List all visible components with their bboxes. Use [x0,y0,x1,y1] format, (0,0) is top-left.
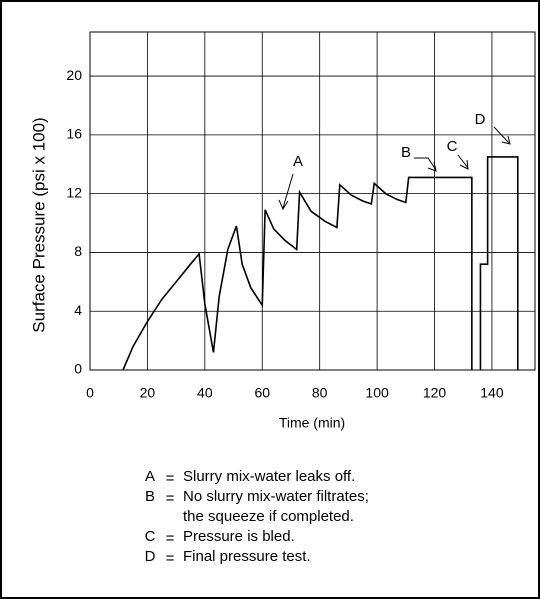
x-tick-label: 20 [140,385,156,401]
x-tick-label: 140 [480,385,504,401]
x-axis-label: Time (min) [279,415,345,431]
x-tick-label: 0 [86,385,94,401]
arrows [278,126,511,211]
annotation: A [293,153,303,170]
x-tick-label: 80 [312,385,328,401]
note-key: B [145,488,155,505]
data-line [122,156,519,371]
annotation: C [447,138,458,155]
note-text: Pressure is bled. [183,528,295,545]
annotation: D [475,111,486,128]
note-separator: = [166,490,175,507]
note-separator: = [166,530,175,547]
x-tick-label: 120 [423,385,447,401]
note-text: Final pressure test. [183,548,311,565]
x-tick-label: 40 [197,385,213,401]
annotation: B [401,144,411,161]
x-tick-label: 60 [254,385,270,401]
y-tick-label: 8 [74,243,82,259]
note-separator: = [166,550,175,567]
note-text: Slurry mix-water leaks off. [183,468,355,485]
note-key: C [145,528,156,545]
note-key: D [145,548,156,565]
y-tick-label: 0 [74,361,82,377]
y-tick-label: 4 [74,302,82,318]
plot-area [89,31,536,371]
y-tick-label: 20 [66,67,82,83]
x-tick-label: 100 [365,385,389,401]
note-text: No slurry mix-water filtrates; [183,488,369,505]
note-separator: = [166,470,175,487]
y-axis-label: Surface Pressure (psi x 100) [29,117,48,332]
note-text: the squeeze if completed. [183,508,354,525]
y-tick-label: 12 [66,184,82,200]
note-key: A [145,468,155,485]
y-tick-label: 16 [66,126,82,142]
